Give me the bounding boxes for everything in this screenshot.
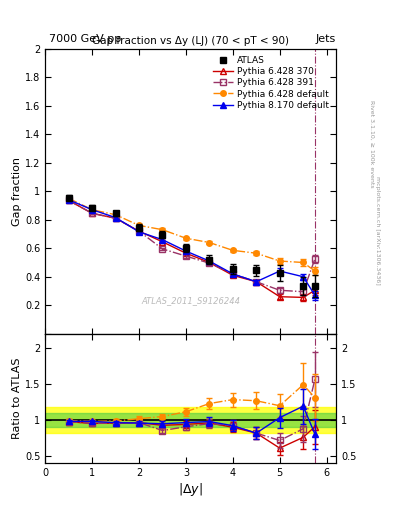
- Pythia 8.170 default: [230, 271, 235, 277]
- Pythia 6.428 391: [301, 289, 305, 295]
- Line: Pythia 8.170 default: Pythia 8.170 default: [66, 197, 318, 298]
- Pythia 6.428 370: [254, 279, 259, 285]
- Y-axis label: Gap fraction: Gap fraction: [12, 157, 22, 226]
- Pythia 8.170 default: [90, 207, 94, 213]
- ATLAS: [312, 283, 317, 289]
- Pythia 8.170 default: [254, 279, 259, 285]
- Text: Rivet 3.1.10, ≥ 100k events: Rivet 3.1.10, ≥ 100k events: [369, 99, 374, 187]
- Text: ATLAS_2011_S9126244: ATLAS_2011_S9126244: [141, 296, 240, 305]
- Pythia 6.428 391: [277, 287, 282, 293]
- ATLAS: [90, 204, 94, 210]
- Pythia 6.428 391: [66, 198, 71, 204]
- Pythia 6.428 391: [312, 256, 317, 262]
- Line: Pythia 6.428 391: Pythia 6.428 391: [66, 198, 318, 294]
- ATLAS: [230, 266, 235, 272]
- Pythia 6.428 370: [137, 228, 141, 234]
- Pythia 6.428 370: [312, 287, 317, 293]
- Pythia 6.428 370: [66, 198, 71, 204]
- Pythia 6.428 370: [230, 272, 235, 279]
- Pythia 6.428 391: [160, 246, 165, 252]
- Y-axis label: Ratio to ATLAS: Ratio to ATLAS: [12, 358, 22, 439]
- Pythia 6.428 391: [90, 210, 94, 217]
- Pythia 6.428 391: [254, 279, 259, 285]
- Pythia 8.170 default: [137, 229, 141, 235]
- Pythia 6.428 370: [207, 260, 212, 266]
- Text: mcplots.cern.ch [arXiv:1306.3436]: mcplots.cern.ch [arXiv:1306.3436]: [375, 176, 380, 285]
- Pythia 8.170 default: [312, 292, 317, 298]
- ATLAS: [137, 224, 141, 230]
- Pythia 8.170 default: [184, 248, 188, 254]
- ATLAS: [113, 210, 118, 217]
- Pythia 8.170 default: [160, 237, 165, 243]
- ATLAS: [254, 267, 259, 273]
- Pythia 6.428 370: [301, 294, 305, 301]
- Pythia 6.428 default: [312, 268, 317, 274]
- Line: Pythia 6.428 370: Pythia 6.428 370: [66, 198, 318, 300]
- Pythia 6.428 default: [90, 207, 94, 213]
- Pythia 6.428 default: [301, 260, 305, 266]
- Legend: ATLAS, Pythia 6.428 370, Pythia 6.428 391, Pythia 6.428 default, Pythia 8.170 de: ATLAS, Pythia 6.428 370, Pythia 6.428 39…: [211, 53, 332, 113]
- Pythia 8.170 default: [66, 197, 71, 203]
- Line: ATLAS: ATLAS: [66, 195, 318, 289]
- ATLAS: [277, 270, 282, 276]
- Pythia 6.428 default: [230, 247, 235, 253]
- ATLAS: [301, 283, 305, 289]
- X-axis label: $|\Delta y|$: $|\Delta y|$: [178, 481, 203, 498]
- Title: Gap fraction vs Δy (LJ) (70 < pT < 90): Gap fraction vs Δy (LJ) (70 < pT < 90): [92, 36, 289, 47]
- Pythia 6.428 370: [184, 250, 188, 257]
- ATLAS: [207, 257, 212, 263]
- Pythia 6.428 391: [113, 215, 118, 221]
- Pythia 8.170 default: [207, 258, 212, 264]
- Pythia 6.428 391: [137, 228, 141, 234]
- Pythia 6.428 370: [90, 210, 94, 217]
- ATLAS: [184, 245, 188, 251]
- Pythia 6.428 370: [277, 293, 282, 300]
- Pythia 6.428 391: [184, 253, 188, 259]
- Pythia 6.428 default: [207, 240, 212, 246]
- Pythia 6.428 default: [254, 250, 259, 257]
- Text: Jets: Jets: [316, 33, 336, 44]
- ATLAS: [160, 231, 165, 238]
- Pythia 8.170 default: [277, 268, 282, 274]
- Pythia 8.170 default: [113, 215, 118, 221]
- Pythia 6.428 default: [113, 211, 118, 218]
- Pythia 6.428 default: [160, 227, 165, 233]
- Pythia 6.428 default: [277, 258, 282, 264]
- Pythia 8.170 default: [301, 273, 305, 280]
- Bar: [45, 413, 336, 428]
- Pythia 6.428 391: [230, 271, 235, 277]
- Line: Pythia 6.428 default: Pythia 6.428 default: [66, 196, 318, 274]
- Pythia 6.428 370: [113, 215, 118, 221]
- Text: 7000 GeV pp: 7000 GeV pp: [49, 33, 121, 44]
- Pythia 6.428 default: [137, 222, 141, 228]
- Pythia 6.428 default: [184, 235, 188, 241]
- Pythia 6.428 370: [160, 239, 165, 245]
- Pythia 6.428 391: [207, 260, 212, 266]
- Pythia 6.428 default: [66, 195, 71, 201]
- ATLAS: [66, 195, 71, 201]
- Bar: [45, 407, 336, 433]
